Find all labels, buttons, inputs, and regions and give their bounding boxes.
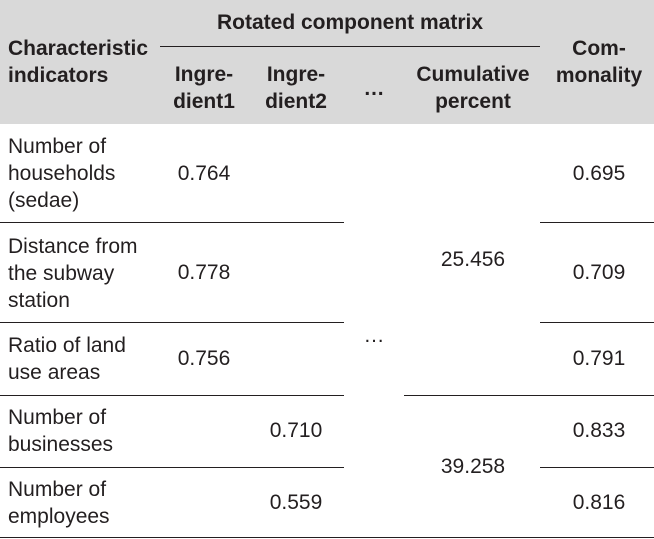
- row4-commonality: 0.833: [572, 419, 626, 442]
- row1-rule-right: [540, 222, 654, 223]
- row2-indicator: Distance from the subway station: [8, 235, 138, 312]
- header-cumulative-percent: Cumulative percent: [416, 63, 530, 113]
- table-header-background: [0, 0, 654, 124]
- row1-rule-left: [0, 222, 344, 223]
- row1-indicator: Number of households (sedae): [8, 135, 116, 212]
- merged-ellipsis: …: [363, 324, 385, 347]
- table-bottom-rule: [0, 537, 654, 538]
- row2-rule-left: [0, 322, 344, 323]
- header-rotated-component-matrix: Rotated component matrix: [216, 11, 484, 34]
- cumulative-percent-group1: 25.456: [440, 248, 506, 271]
- header-ingredient2: Ingre- dient2: [265, 63, 327, 113]
- row3-rule-left: [0, 395, 344, 396]
- row4-indicator: Number of businesses: [8, 406, 114, 456]
- row4-ingredient2: 0.710: [269, 419, 323, 442]
- row3-commonality: 0.791: [572, 347, 626, 370]
- row5-commonality: 0.816: [572, 491, 626, 514]
- row4-rule-left: [0, 467, 344, 468]
- header-commonality: Com- monality: [555, 37, 643, 87]
- row5-ingredient2: 0.559: [269, 491, 323, 514]
- row1-commonality: 0.695: [572, 162, 626, 185]
- header-group-rule: [160, 46, 540, 47]
- row5-indicator: Number of employees: [8, 478, 110, 528]
- row3-ingredient1: 0.756: [177, 347, 231, 370]
- row2-ingredient1: 0.778: [177, 261, 231, 284]
- header-ellipsis: …: [363, 77, 385, 100]
- header-ingredient1: Ingre- dient1: [173, 63, 235, 113]
- row2-commonality: 0.709: [572, 261, 626, 284]
- row3-rule-mid: [404, 395, 654, 396]
- header-characteristic-indicators: Characteristic indicators: [8, 37, 149, 87]
- row2-rule-right: [540, 322, 654, 323]
- row4-rule-right: [540, 467, 654, 468]
- row3-indicator: Ratio of land use areas: [8, 334, 126, 384]
- cumulative-percent-group2: 39.258: [440, 455, 506, 478]
- row1-ingredient1: 0.764: [177, 162, 231, 185]
